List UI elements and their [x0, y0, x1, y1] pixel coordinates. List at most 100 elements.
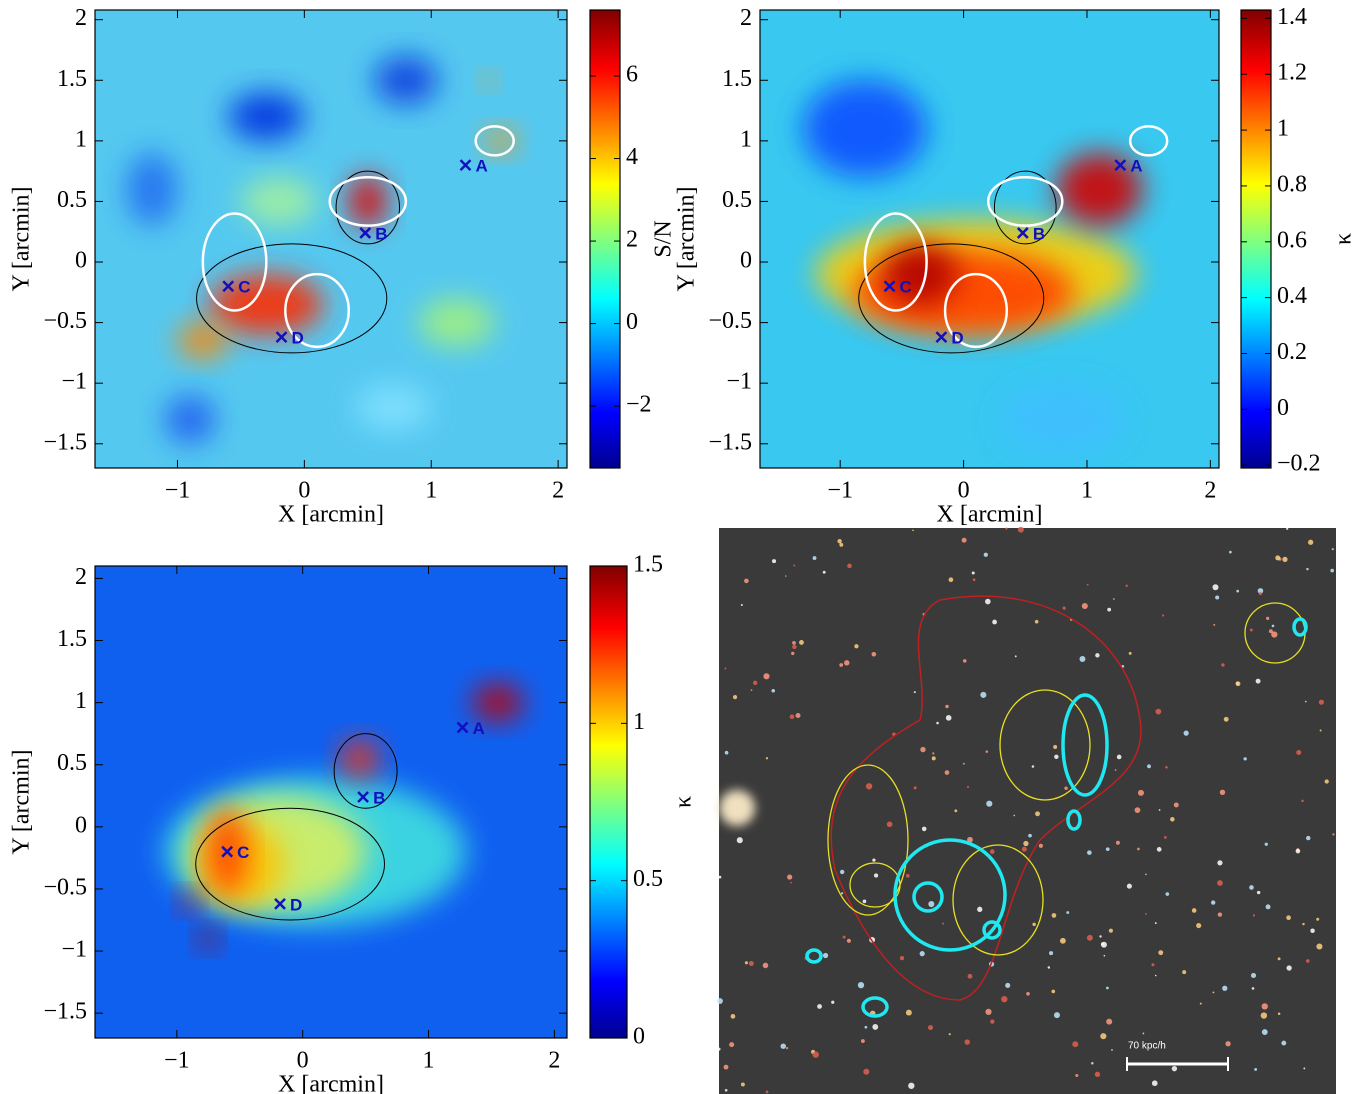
cluster-marker	[222, 280, 235, 293]
map-blob	[852, 249, 1075, 335]
galaxy	[771, 559, 777, 564]
galaxy	[1219, 789, 1226, 795]
cyan-contour	[893, 838, 1007, 952]
galaxy	[1005, 982, 1011, 988]
contour	[858, 243, 1045, 354]
galaxy	[1047, 966, 1051, 969]
cyan-contour	[912, 881, 944, 913]
galaxy	[1151, 1080, 1158, 1087]
galaxy	[1213, 623, 1216, 626]
galaxy	[1302, 922, 1305, 926]
map-blob	[179, 891, 200, 912]
x-tick-label: 1	[1081, 478, 1093, 504]
galaxy	[1059, 937, 1066, 944]
map-blob	[228, 92, 305, 141]
galaxy	[1281, 1040, 1287, 1046]
galaxy	[1191, 908, 1197, 913]
cluster-marker	[935, 331, 948, 344]
colorbar-tick-label: 1	[633, 709, 645, 735]
galaxy	[972, 578, 976, 582]
y-tick-label: 0.5	[57, 187, 87, 213]
galaxy	[1031, 765, 1035, 768]
galaxy	[1264, 842, 1268, 846]
galaxy	[1105, 847, 1110, 852]
galaxy	[912, 529, 914, 532]
colorbar-tick-label: 1.2	[1277, 60, 1307, 86]
galaxy	[1038, 843, 1043, 848]
map-blob	[374, 56, 438, 105]
galaxy	[1154, 974, 1157, 977]
galaxy	[1086, 583, 1089, 586]
galaxy	[1106, 1018, 1113, 1025]
galaxy	[1221, 663, 1225, 667]
cluster-marker	[221, 845, 234, 858]
galaxy	[1222, 985, 1228, 991]
galaxy	[844, 660, 850, 666]
galaxy	[1051, 913, 1057, 918]
galaxy	[729, 1042, 735, 1048]
y-tick-label: 1.5	[57, 66, 87, 92]
x-tick-label: 2	[548, 1048, 560, 1074]
galaxy	[1066, 911, 1070, 914]
galaxy	[1112, 598, 1115, 600]
y-tick-label: −1.5	[43, 429, 87, 455]
galaxy	[780, 1043, 786, 1049]
cluster-label: A	[1130, 157, 1142, 176]
map-blob	[803, 80, 927, 178]
galaxy	[817, 1004, 822, 1009]
y-tick-label: −0.5	[708, 308, 752, 334]
galaxy	[763, 673, 770, 680]
galaxy	[1319, 729, 1322, 732]
galaxy	[1114, 769, 1117, 771]
galaxy	[1271, 631, 1278, 638]
y-tick-label: 0	[740, 248, 752, 274]
colorbar	[589, 565, 628, 1039]
galaxy	[962, 659, 967, 663]
photo	[719, 528, 1336, 1094]
galaxy	[966, 785, 970, 788]
contour	[335, 170, 401, 245]
y-tick-label: 1	[75, 688, 87, 714]
white-contour	[284, 272, 351, 349]
y-tick-label: 0	[75, 812, 87, 838]
galaxy	[1005, 527, 1008, 530]
galaxy	[1286, 915, 1291, 921]
galaxy	[971, 571, 975, 575]
map-blob	[480, 73, 496, 88]
galaxy	[1021, 846, 1027, 852]
galaxy	[1212, 584, 1219, 591]
galaxy	[1107, 607, 1112, 612]
contour	[333, 733, 398, 809]
galaxy	[1151, 963, 1155, 967]
galaxy	[1261, 1029, 1268, 1035]
cyan-contour	[805, 948, 823, 964]
galaxy	[1265, 904, 1271, 910]
galaxy	[1134, 807, 1141, 814]
galaxy	[771, 688, 776, 693]
x-tick-label: 2	[1204, 478, 1216, 504]
galaxy	[863, 1068, 870, 1075]
galaxy	[886, 821, 893, 828]
cyan-contour	[861, 996, 889, 1018]
colorbar-tick-label: 4	[626, 144, 638, 170]
cluster-marker	[275, 331, 288, 344]
x-tick-label: 2	[552, 478, 564, 504]
galaxy	[1108, 928, 1114, 933]
galaxy	[1103, 954, 1106, 957]
galaxy	[1154, 922, 1157, 925]
galaxy	[1217, 860, 1223, 866]
galaxy	[1223, 716, 1229, 722]
galaxy	[967, 973, 973, 979]
y-tick-label: 2	[740, 5, 752, 31]
galaxy	[1017, 526, 1024, 533]
galaxy	[1258, 592, 1262, 596]
galaxy	[1034, 619, 1039, 624]
galaxy	[792, 641, 796, 645]
map-blob	[1056, 152, 1143, 226]
galaxy	[1156, 847, 1162, 852]
galaxy	[899, 955, 905, 961]
galaxy	[961, 537, 967, 543]
galaxy	[753, 680, 758, 685]
galaxy	[962, 762, 965, 765]
colorbar-tick-label: 1.4	[1277, 4, 1307, 30]
